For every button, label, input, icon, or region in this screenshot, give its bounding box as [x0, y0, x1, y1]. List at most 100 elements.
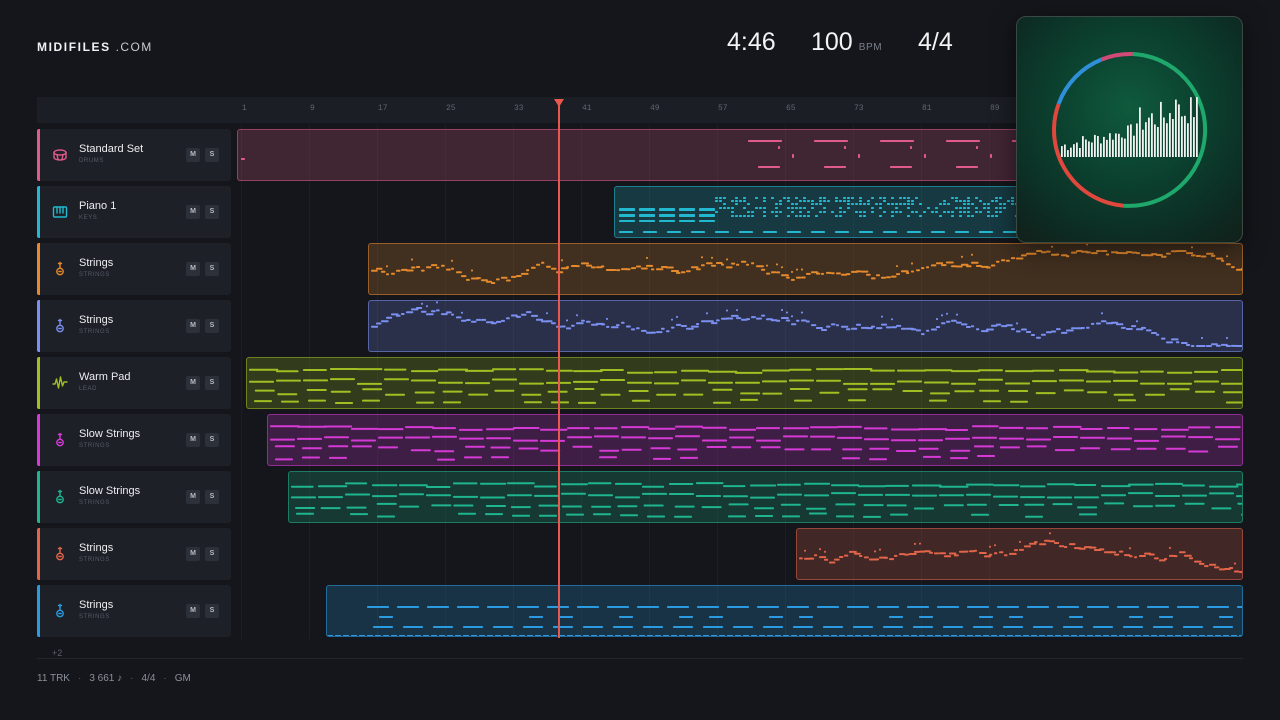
midi-clip[interactable]: [288, 471, 1243, 523]
visualizer-bar: [1184, 115, 1186, 157]
midi-clip[interactable]: [326, 585, 1243, 637]
visualizer-bar: [1097, 136, 1099, 157]
track-category: LEAD: [79, 386, 98, 392]
clip-notes: [799, 532, 1242, 573]
duration-readout: 4:46: [727, 28, 776, 56]
midi-clip[interactable]: [614, 186, 1027, 238]
visualizer-bar: [1073, 144, 1075, 157]
mute-button[interactable]: M: [186, 205, 200, 219]
mute-button[interactable]: M: [186, 376, 200, 390]
track-header[interactable]: Slow Strings STRINGS M S: [37, 471, 231, 523]
visualizer-bar: [1181, 116, 1183, 157]
mute-button[interactable]: M: [186, 547, 200, 561]
midi-clip[interactable]: [796, 528, 1243, 580]
ruler-tick-label: 9: [310, 104, 315, 113]
visualizer-bar: [1106, 139, 1108, 157]
track-name: Piano 1: [79, 200, 117, 212]
visualizer-ring-segment: [1100, 51, 1133, 62]
track-header[interactable]: Strings STRINGS M S: [37, 528, 231, 580]
visualizer-ring-segment: [1123, 52, 1208, 208]
mute-button[interactable]: M: [186, 490, 200, 504]
track-color-bar: [37, 585, 40, 637]
piano-icon: [52, 204, 68, 220]
visualizer-bar: [1178, 104, 1180, 157]
ruler-tick-label: 33: [514, 104, 524, 113]
visualizer-bar: [1127, 125, 1129, 157]
track-color-bar: [37, 471, 40, 523]
visualizer-bar: [1064, 144, 1066, 157]
guitar-icon: [52, 489, 68, 505]
track-color-bar: [37, 186, 40, 238]
guitar-icon: [52, 546, 68, 562]
playhead-line[interactable]: [558, 104, 560, 638]
solo-button[interactable]: S: [205, 490, 219, 504]
track-category: KEYS: [79, 215, 98, 221]
visualizer-bar: [1133, 135, 1135, 157]
mute-button[interactable]: M: [186, 433, 200, 447]
clip-notes: [270, 425, 1241, 461]
solo-button[interactable]: S: [205, 604, 219, 618]
ruler-tick-label: 17: [378, 104, 388, 113]
solo-button[interactable]: S: [205, 148, 219, 162]
track-header[interactable]: Slow Strings STRINGS M S: [37, 414, 231, 466]
midi-clip[interactable]: [267, 414, 1243, 466]
track-name: Warm Pad: [79, 371, 131, 383]
midi-clip[interactable]: [368, 300, 1243, 352]
midi-clip[interactable]: [246, 357, 1243, 409]
solo-button[interactable]: S: [205, 319, 219, 333]
track-category: STRINGS: [79, 557, 110, 563]
visualizer-bar: [1085, 139, 1087, 157]
track-name: Strings: [79, 599, 114, 611]
clip-notes: [327, 606, 1242, 636]
visualizer-bar: [1061, 146, 1063, 157]
track-header[interactable]: Strings STRINGS M S: [37, 585, 231, 637]
more-tracks-count[interactable]: +2: [52, 648, 63, 658]
track-header[interactable]: Strings STRINGS M S: [37, 300, 231, 352]
grid-line: [241, 124, 242, 639]
tempo-unit: BPM: [858, 42, 883, 53]
visualizer-bar: [1139, 107, 1141, 157]
ruler-tick-label: 65: [786, 104, 796, 113]
midi-clip[interactable]: [368, 243, 1243, 295]
visualizer-bar: [1076, 142, 1078, 157]
mute-button[interactable]: M: [186, 319, 200, 333]
clip-notes: [371, 301, 1242, 347]
track-color-bar: [37, 243, 40, 295]
solo-button[interactable]: S: [205, 547, 219, 561]
mute-button[interactable]: M: [186, 604, 200, 618]
ruler-tick-label: 73: [854, 104, 864, 113]
solo-button[interactable]: S: [205, 376, 219, 390]
mute-button[interactable]: M: [186, 262, 200, 276]
track-name: Strings: [79, 257, 114, 269]
track-name: Standard Set: [79, 143, 144, 155]
mute-button[interactable]: M: [186, 148, 200, 162]
track-header[interactable]: Warm Pad LEAD M S: [37, 357, 231, 409]
solo-button[interactable]: S: [205, 262, 219, 276]
track-header[interactable]: Piano 1 KEYS M S: [37, 186, 231, 238]
track-name: Slow Strings: [79, 485, 141, 497]
visualizer-bar: [1136, 123, 1138, 157]
visualizer-bar: [1091, 142, 1093, 157]
guitar-icon: [52, 603, 68, 619]
track-name: Slow Strings: [79, 428, 141, 440]
visualizer-bar: [1172, 119, 1174, 157]
visualizer-bar: [1148, 117, 1150, 157]
footer-meter: 4/4: [141, 673, 156, 684]
solo-button[interactable]: S: [205, 205, 219, 219]
playhead-marker[interactable]: [554, 99, 564, 107]
guitar-icon: [52, 432, 68, 448]
track-header[interactable]: Standard Set DRUMS M S: [37, 129, 231, 181]
midi-clip[interactable]: [237, 129, 1027, 181]
track-header[interactable]: Strings STRINGS M S: [37, 243, 231, 295]
solo-button[interactable]: S: [205, 433, 219, 447]
visualizer-bar: [1082, 136, 1084, 157]
track-category: STRINGS: [79, 272, 110, 278]
ruler-tick-label: 25: [446, 104, 456, 113]
ruler-tick-label: 57: [718, 104, 728, 113]
track-color-bar: [37, 300, 40, 352]
visualizer-bar: [1145, 122, 1147, 157]
site-logo[interactable]: MIDIFILES .COM: [37, 40, 153, 54]
track-name: Strings: [79, 314, 114, 326]
clip-notes: [619, 197, 1026, 233]
ruler-tick-label: 89: [990, 104, 1000, 113]
